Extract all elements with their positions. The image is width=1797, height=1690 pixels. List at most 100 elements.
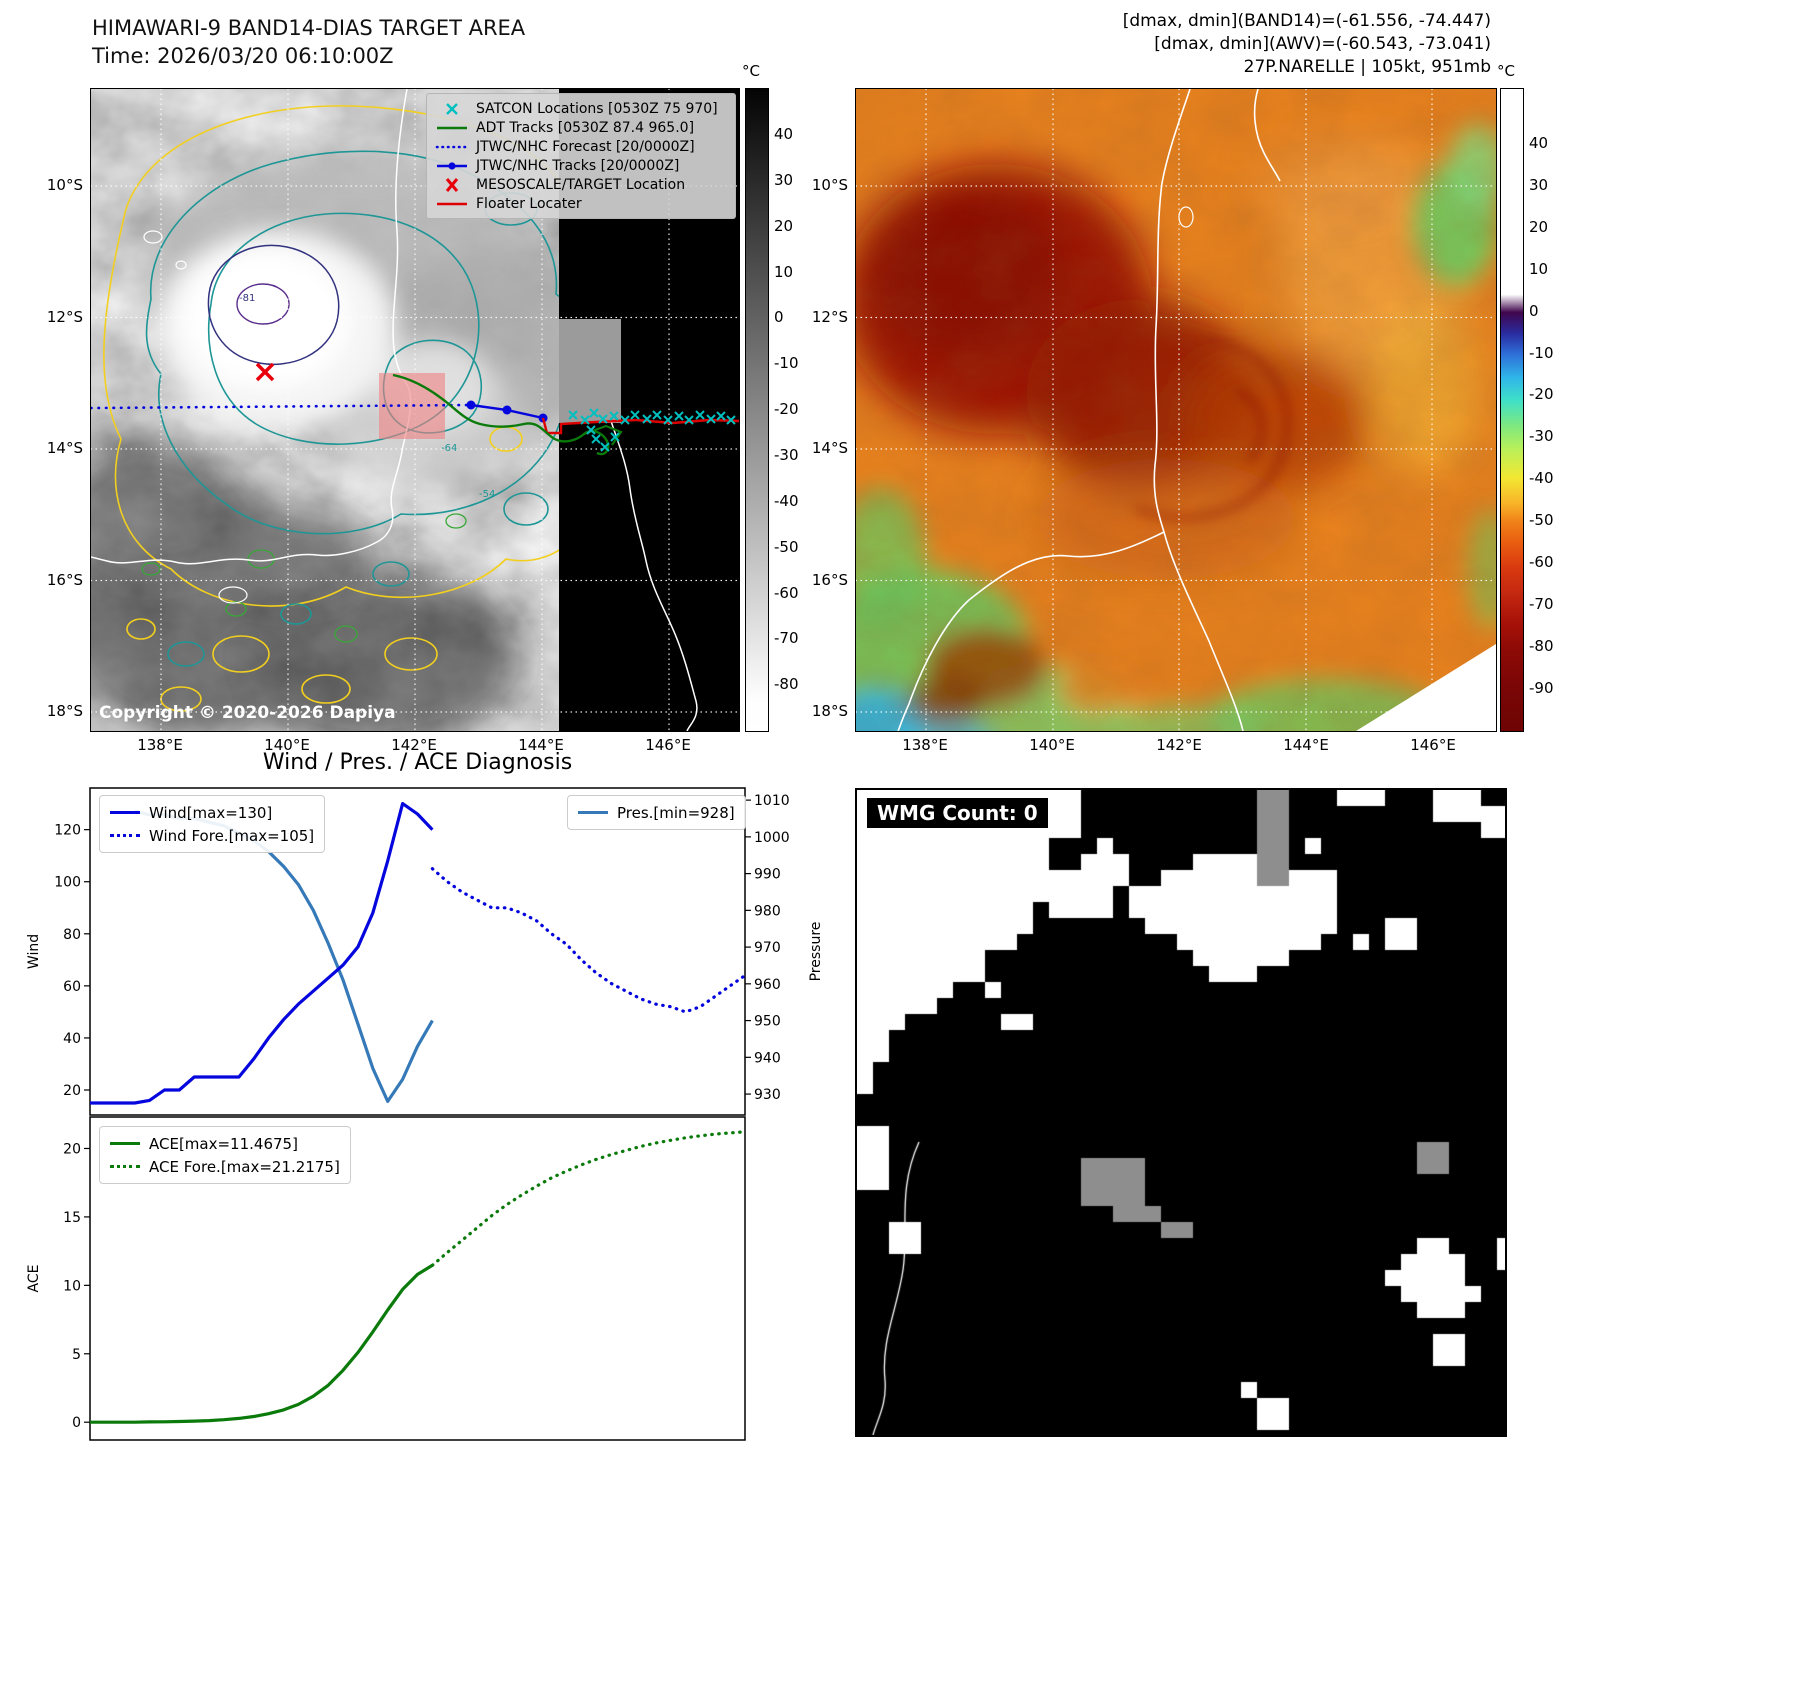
tl-lat-tick: 14°S — [46, 439, 83, 457]
tl-dark-cloud-shading — [91, 439, 521, 731]
chart-tick-label: 980 — [754, 903, 781, 919]
tr-texture — [856, 89, 1496, 731]
tr-data-edge-wedge — [1356, 644, 1496, 731]
chart-tick-label: 100 — [54, 875, 81, 891]
tl-lat-tick: 10°S — [46, 176, 83, 194]
series-ACE[max=11.4675] — [90, 1263, 434, 1424]
legend-entry: ADT Tracks [0530Z 87.4 965.0] — [435, 118, 727, 137]
chart-tick-label: 20 — [63, 1141, 81, 1157]
tr-lat-tick: 14°S — [811, 439, 848, 457]
tr-colorbar-tick: 10 — [1529, 259, 1549, 278]
series-Wind Fore.[max=105] — [430, 867, 747, 1014]
tl-colorbar-tick: -40 — [774, 491, 799, 510]
contour-value-labels: -81 -64 -54 — [239, 293, 495, 500]
chart-tick-label: 60 — [63, 979, 81, 995]
tr-colorbar-tick: -10 — [1529, 343, 1554, 362]
axis-label: ACE — [26, 1265, 42, 1293]
chart-tick-label: 5 — [72, 1347, 81, 1363]
legend-entry: Floater Locater — [435, 194, 727, 213]
tl-colorbar — [745, 88, 769, 732]
legend-entry-label: ADT Tracks [0530Z 87.4 965.0] — [476, 119, 695, 136]
chart-tick-label: 940 — [754, 1050, 781, 1066]
tr-header-storm: 27P.NARELLE | 105kt, 951mb — [1243, 57, 1491, 77]
legend-entry-label: JTWC/NHC Forecast [20/0000Z] — [476, 138, 695, 155]
tl-lon-tick: 142°E — [391, 736, 437, 754]
tr-colorbar-tick: -70 — [1529, 594, 1554, 613]
chart-tick-label: 960 — [754, 977, 781, 993]
chart-tick-label: 1000 — [754, 830, 790, 846]
chart-tick-label: 40 — [63, 1031, 81, 1047]
svg-text:-64: -64 — [441, 443, 457, 454]
pressure-legend: Pres.[min=928] — [567, 795, 746, 830]
tl-colorbar-tick: -50 — [774, 537, 799, 556]
ace-line-sample — [110, 1142, 140, 1145]
tr-lon-tick: 146°E — [1410, 736, 1456, 754]
legend-wind-fore: Wind Fore.[max=105] — [149, 826, 315, 845]
tr-header-band14: [dmax, dmin](BAND14)=(-61.556, -74.447) — [1122, 11, 1491, 31]
pres-line-sample — [578, 811, 608, 814]
tr-colorbar-tick: -60 — [1529, 553, 1554, 571]
tr-swirl-bands — [1134, 336, 1291, 521]
tr-lat-tick: 12°S — [811, 308, 848, 326]
mesoscale-target-marker — [255, 362, 275, 382]
tr-colorbar-tick: -40 — [1529, 469, 1554, 488]
copyright-text: Copyright © 2020-2026 Dapiya — [99, 703, 396, 723]
tr-colorbar-tick: 40 — [1529, 134, 1549, 152]
tr-colorbar-tick: -20 — [1529, 385, 1554, 404]
tr-colorbar-tick: -50 — [1529, 511, 1554, 530]
wmg-panel: WMG Count: 0 — [855, 788, 1507, 1437]
tr-lon-tick: 142°E — [1156, 736, 1202, 754]
chart-tick-label: 1010 — [754, 793, 790, 809]
tl-map-legend: SATCON Locations [0530Z 75 970] ADT Track… — [426, 93, 736, 219]
tr-colorbar-tick: -80 — [1529, 636, 1554, 655]
tl-lon-tick: 138°E — [137, 736, 183, 754]
series-Pres.[min=928] — [134, 809, 434, 1103]
tl-colorbar-unit: °C — [742, 62, 760, 80]
tl-colorbar-tick: -80 — [774, 675, 799, 694]
wind-line-sample — [110, 811, 140, 814]
chart-tick-label: 970 — [754, 940, 781, 956]
wmg-mask-image — [857, 790, 1505, 1435]
tr-lat-tick: 16°S — [811, 571, 848, 589]
chart-tick-label: 20 — [63, 1083, 81, 1099]
tr-awv-image — [821, 88, 1512, 773]
legend-entry: SATCON Locations [0530Z 75 970] — [435, 99, 727, 118]
wmg-count-label: WMG Count: 0 — [867, 798, 1048, 828]
legend-pres-min: Pres.[min=928] — [617, 803, 735, 822]
tr-colorbar-tick: 30 — [1529, 175, 1549, 194]
ace-legend: ACE[max=11.4675] ACE Fore.[max=21.2175] — [99, 1126, 351, 1184]
tl-panel-title: HIMAWARI-9 BAND14-DIAS TARGET AREA — [92, 16, 526, 40]
legend-wind-max: Wind[max=130] — [149, 803, 273, 822]
tl-colorbar-tick: -70 — [774, 629, 799, 648]
satcon-markers — [568, 408, 736, 452]
green-line-icon — [437, 126, 467, 129]
tl-lon-tick: 144°E — [518, 736, 564, 754]
blue-line-dot-icon — [437, 161, 467, 170]
red-x-icon — [445, 177, 459, 192]
tr-colorbar-tick: -30 — [1529, 427, 1554, 446]
series-ACE Fore.[max=21.2175] — [430, 1130, 747, 1267]
tr-lon-tick: 138°E — [902, 736, 948, 754]
tl-colorbar-tick: 10 — [774, 262, 794, 281]
svg-text:-54: -54 — [479, 489, 495, 500]
tl-colorbar-tick: -10 — [774, 354, 799, 373]
legend-entry-label: SATCON Locations [0530Z 75 970] — [476, 100, 718, 117]
chart-tick-label: 15 — [63, 1210, 81, 1226]
chart-tick-label: 0 — [72, 1415, 81, 1431]
chart-tick-label: 120 — [54, 823, 81, 839]
tr-colorbar-tick: 20 — [1529, 217, 1549, 236]
tr-colorbar-tick: -90 — [1529, 678, 1554, 697]
tl-colorbar-tick: -20 — [774, 400, 799, 419]
legend-entry: MESOSCALE/TARGET Location — [435, 175, 727, 194]
tr-header: [dmax, dmin](BAND14)=(-61.556, -74.447) … — [1123, 10, 1491, 79]
coastline — [91, 89, 698, 731]
chart-tick-label: 10 — [63, 1278, 81, 1294]
tl-colorbar-tick: -30 — [774, 446, 799, 465]
legend-entry: JTWC/NHC Forecast [20/0000Z] — [435, 137, 727, 156]
tr-colorbar — [1500, 88, 1524, 732]
diagnosis-title: Wind / Pres. / ACE Diagnosis — [262, 750, 573, 775]
chart-tick-label: 950 — [754, 1014, 781, 1030]
tr-colorbar-tick: 0 — [1529, 301, 1539, 320]
tr-lat-tick: 10°S — [811, 176, 848, 194]
floater-track — [541, 417, 739, 435]
